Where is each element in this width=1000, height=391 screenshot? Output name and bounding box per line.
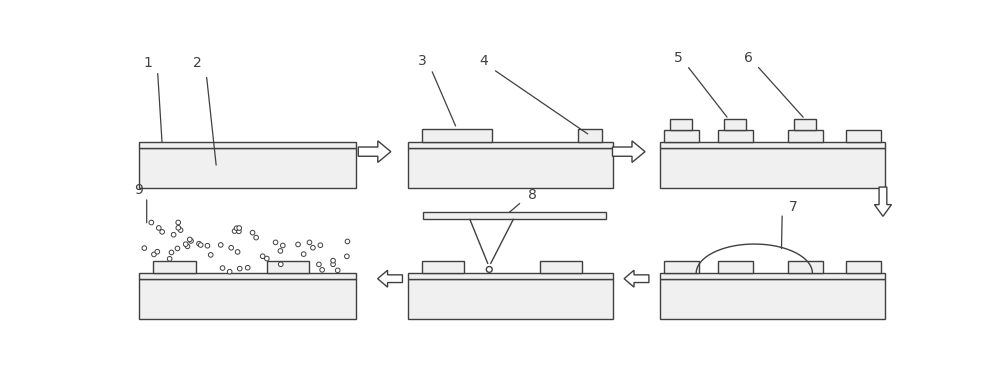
- Circle shape: [335, 268, 340, 273]
- Polygon shape: [874, 187, 891, 216]
- Text: 3: 3: [417, 54, 426, 68]
- Circle shape: [296, 242, 300, 247]
- Bar: [664, 130, 698, 142]
- Circle shape: [167, 256, 172, 261]
- Polygon shape: [624, 270, 649, 287]
- Circle shape: [187, 237, 192, 242]
- Circle shape: [331, 258, 335, 263]
- Text: 8: 8: [528, 188, 537, 203]
- Circle shape: [307, 240, 312, 245]
- Circle shape: [301, 252, 306, 256]
- Circle shape: [178, 228, 183, 232]
- Circle shape: [171, 232, 176, 237]
- Bar: [660, 279, 885, 319]
- Circle shape: [265, 256, 269, 261]
- Circle shape: [237, 226, 242, 230]
- Circle shape: [331, 262, 335, 267]
- Circle shape: [278, 262, 283, 267]
- Circle shape: [254, 235, 258, 240]
- Bar: [408, 142, 613, 148]
- Bar: [153, 261, 196, 273]
- Bar: [540, 261, 582, 273]
- Circle shape: [227, 269, 232, 274]
- Circle shape: [220, 266, 225, 270]
- Circle shape: [345, 254, 349, 259]
- Bar: [139, 273, 356, 279]
- Circle shape: [311, 246, 315, 250]
- Circle shape: [205, 244, 210, 248]
- Bar: [139, 148, 356, 188]
- Circle shape: [229, 246, 234, 250]
- Circle shape: [280, 243, 285, 248]
- Text: 1: 1: [144, 56, 153, 70]
- Circle shape: [208, 253, 213, 257]
- Bar: [718, 261, 753, 273]
- Bar: [139, 142, 356, 148]
- Bar: [670, 119, 692, 130]
- Polygon shape: [358, 141, 391, 162]
- Bar: [846, 130, 881, 142]
- Circle shape: [160, 230, 164, 234]
- Bar: [267, 261, 309, 273]
- Bar: [408, 279, 613, 319]
- Circle shape: [218, 242, 223, 247]
- Circle shape: [317, 262, 321, 267]
- Bar: [664, 261, 698, 273]
- Circle shape: [234, 226, 239, 231]
- Bar: [788, 261, 822, 273]
- Bar: [846, 261, 881, 273]
- Circle shape: [198, 243, 203, 248]
- Circle shape: [169, 250, 174, 255]
- Text: 9: 9: [134, 183, 143, 197]
- Bar: [578, 129, 602, 142]
- Circle shape: [155, 249, 160, 254]
- Circle shape: [318, 243, 323, 248]
- Bar: [718, 130, 753, 142]
- Bar: [660, 148, 885, 188]
- Circle shape: [278, 249, 283, 253]
- Text: 7: 7: [789, 200, 798, 214]
- Circle shape: [235, 249, 240, 254]
- Bar: [408, 273, 613, 279]
- Bar: [788, 130, 822, 142]
- Bar: [660, 142, 885, 148]
- Bar: [794, 119, 816, 130]
- Circle shape: [320, 267, 324, 272]
- Circle shape: [486, 267, 492, 273]
- Circle shape: [175, 246, 180, 251]
- Bar: [660, 273, 885, 279]
- Circle shape: [245, 265, 250, 270]
- Circle shape: [232, 229, 237, 233]
- Circle shape: [189, 239, 193, 243]
- Circle shape: [260, 254, 265, 258]
- Circle shape: [176, 226, 181, 230]
- Circle shape: [250, 230, 255, 235]
- Bar: [724, 119, 746, 130]
- Circle shape: [197, 241, 201, 246]
- Text: 6: 6: [744, 50, 753, 65]
- Circle shape: [185, 244, 190, 249]
- Polygon shape: [378, 270, 402, 287]
- Bar: [422, 261, 464, 273]
- Circle shape: [142, 246, 147, 251]
- Circle shape: [156, 226, 161, 230]
- Bar: [408, 148, 613, 188]
- Circle shape: [183, 242, 188, 246]
- Text: 2: 2: [193, 56, 201, 70]
- Circle shape: [237, 266, 242, 271]
- Circle shape: [149, 220, 154, 225]
- Circle shape: [345, 239, 350, 244]
- Bar: [422, 129, 492, 142]
- Circle shape: [152, 252, 156, 257]
- Circle shape: [237, 229, 241, 234]
- Polygon shape: [612, 141, 645, 162]
- Circle shape: [176, 220, 181, 225]
- Circle shape: [273, 240, 278, 245]
- Text: 5: 5: [674, 50, 683, 65]
- Text: 4: 4: [479, 54, 488, 68]
- Bar: [139, 279, 356, 319]
- Bar: [423, 212, 606, 219]
